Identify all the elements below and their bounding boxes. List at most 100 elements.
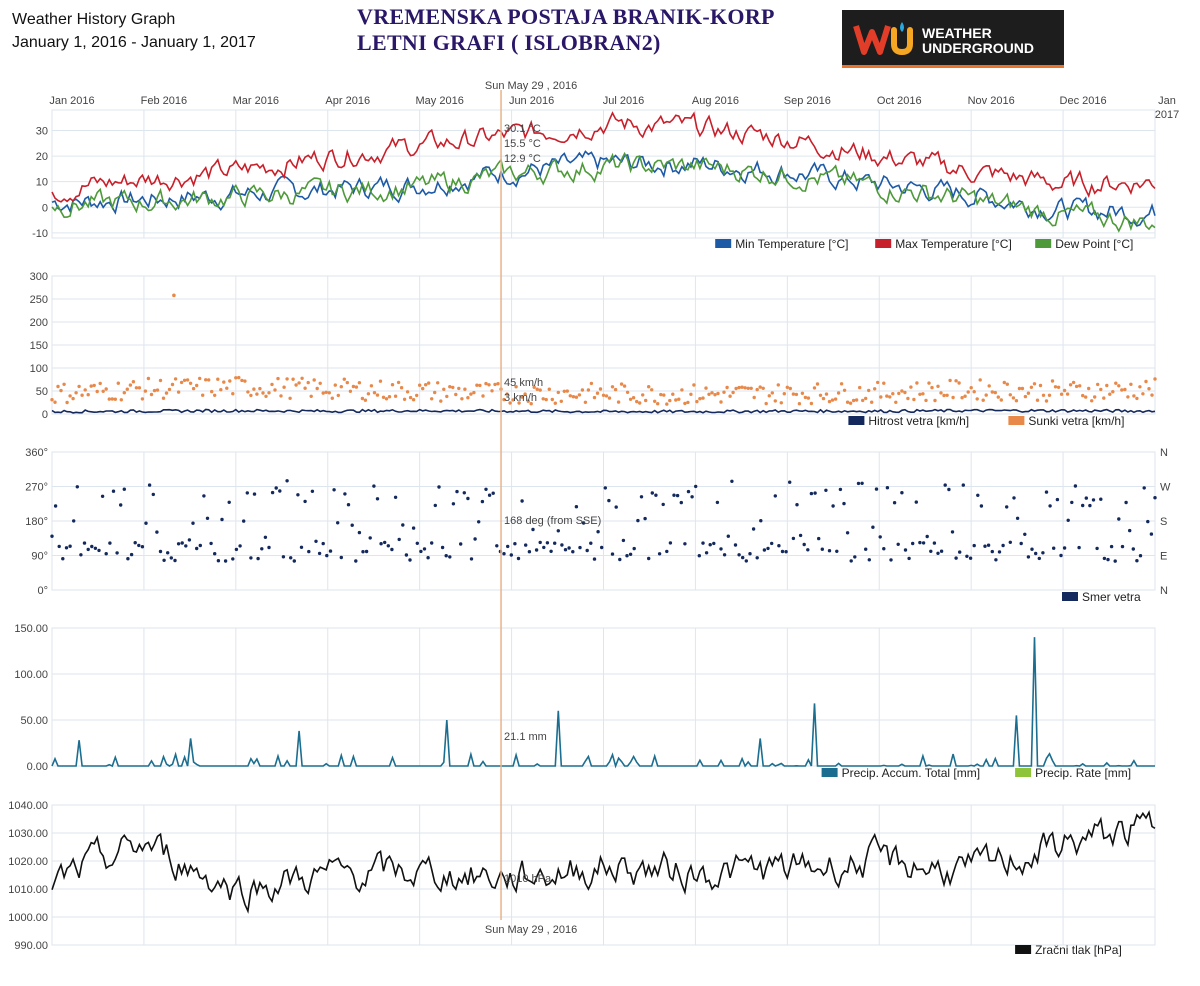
direction-point — [220, 517, 224, 522]
gust-point — [399, 386, 404, 390]
gust-point — [987, 384, 991, 388]
gust-point — [701, 396, 705, 400]
direction-point — [939, 549, 944, 553]
direction-point — [686, 489, 691, 494]
direction-point — [354, 559, 358, 563]
gust-point — [415, 393, 419, 398]
gust-point — [897, 391, 901, 396]
gust-point — [149, 392, 154, 397]
gust-point — [689, 392, 693, 396]
gust-point — [1008, 393, 1012, 397]
direction-point — [332, 488, 336, 492]
legend-label: Max Temperature [°C] — [895, 237, 1012, 251]
month-label: Oct 2016 — [877, 95, 922, 107]
gust-point — [891, 392, 895, 396]
direction-point — [1005, 505, 1009, 509]
direction-point — [1055, 497, 1060, 502]
direction-point — [1128, 528, 1132, 533]
direction-point — [444, 554, 448, 558]
gust-point — [122, 391, 127, 395]
gust-point — [873, 387, 877, 391]
gust-point — [544, 397, 548, 402]
gust-point — [204, 378, 208, 382]
direction-point — [285, 479, 289, 483]
direction-point — [581, 521, 586, 525]
direction-point — [997, 550, 1002, 554]
gust-point — [372, 391, 377, 395]
direction-point — [111, 489, 116, 493]
gust-point — [216, 377, 220, 381]
legend-swatch — [848, 416, 865, 425]
legend-label: Hitrost vetra [km/h] — [868, 414, 969, 428]
gust-point — [436, 381, 440, 385]
direction-point — [860, 481, 864, 485]
direction-point — [1102, 556, 1107, 561]
direction-point — [1131, 547, 1136, 551]
gust-point — [963, 394, 967, 398]
direction-point — [784, 550, 788, 554]
direction-point — [195, 546, 199, 551]
y-tick-label: 360° — [25, 447, 48, 459]
gust-point — [583, 400, 588, 404]
gust-point — [1111, 390, 1115, 394]
gust-point — [65, 400, 69, 405]
gust-point — [496, 382, 500, 386]
gust-point — [104, 387, 108, 391]
gust-point — [993, 390, 997, 395]
gust-point — [1105, 383, 1109, 388]
direction-point — [1117, 517, 1121, 521]
month-label: Sep 2016 — [784, 95, 831, 107]
gust-point — [882, 381, 886, 385]
gust-point — [427, 381, 431, 385]
y-tick-label: 0° — [37, 585, 48, 597]
month-label: Jul 2016 — [603, 95, 645, 107]
gust-point — [92, 383, 96, 388]
legend-label: Sunki vetra [km/h] — [1028, 414, 1124, 428]
gust-point — [478, 383, 482, 388]
direction-point — [151, 492, 155, 497]
gust-point — [761, 386, 765, 390]
direction-point — [795, 503, 799, 507]
direction-point — [281, 555, 286, 559]
gust-point — [50, 398, 54, 402]
direction-point — [231, 557, 235, 561]
direction-point — [748, 552, 752, 556]
station-title-line2: LETNI GRAFI ( ISLOBRAN2) — [357, 30, 661, 55]
gust-point — [1005, 382, 1009, 386]
direction-point — [766, 546, 770, 551]
direction-point — [426, 556, 430, 560]
weather-underground-logo[interactable]: WEATHER UNDERGROUND — [842, 10, 1064, 68]
direction-point — [299, 545, 304, 549]
direction-point — [770, 541, 774, 546]
gust-point — [68, 394, 72, 398]
gust-point — [234, 376, 238, 380]
gust-point — [402, 397, 407, 401]
direction-point — [704, 551, 709, 555]
y-tick-label: 1000.00 — [8, 912, 48, 924]
chart-panel-precipitation: 150.00 100.00 50.00 0.00 21.1 mm Precip. Rate… — [14, 623, 1156, 780]
direction-point — [162, 558, 166, 562]
gust-point — [318, 381, 322, 385]
direction-point — [303, 499, 307, 504]
direction-point — [896, 542, 900, 546]
direction-point — [75, 485, 80, 489]
gust-point — [918, 392, 922, 396]
direction-point — [1138, 554, 1143, 558]
direction-point — [343, 492, 347, 496]
chart-panel-wind-direction: 360° 270° 180° 90° 0° N W S E N 168 deg (from SSE)… — [25, 447, 1171, 604]
gust-point — [62, 382, 66, 386]
gust-point — [854, 398, 859, 402]
gust-point — [698, 397, 702, 401]
gust-point — [173, 377, 178, 381]
gust-point — [243, 379, 247, 383]
direction-point — [213, 552, 217, 556]
y-tick-label: 300 — [30, 271, 48, 283]
direction-point — [542, 545, 546, 550]
direction-point — [401, 523, 405, 527]
gust-point — [170, 382, 175, 387]
direction-point — [563, 548, 568, 552]
gust-point — [345, 380, 349, 385]
direction-point — [375, 497, 380, 501]
direction-point — [936, 551, 940, 555]
direction-point — [495, 544, 499, 548]
